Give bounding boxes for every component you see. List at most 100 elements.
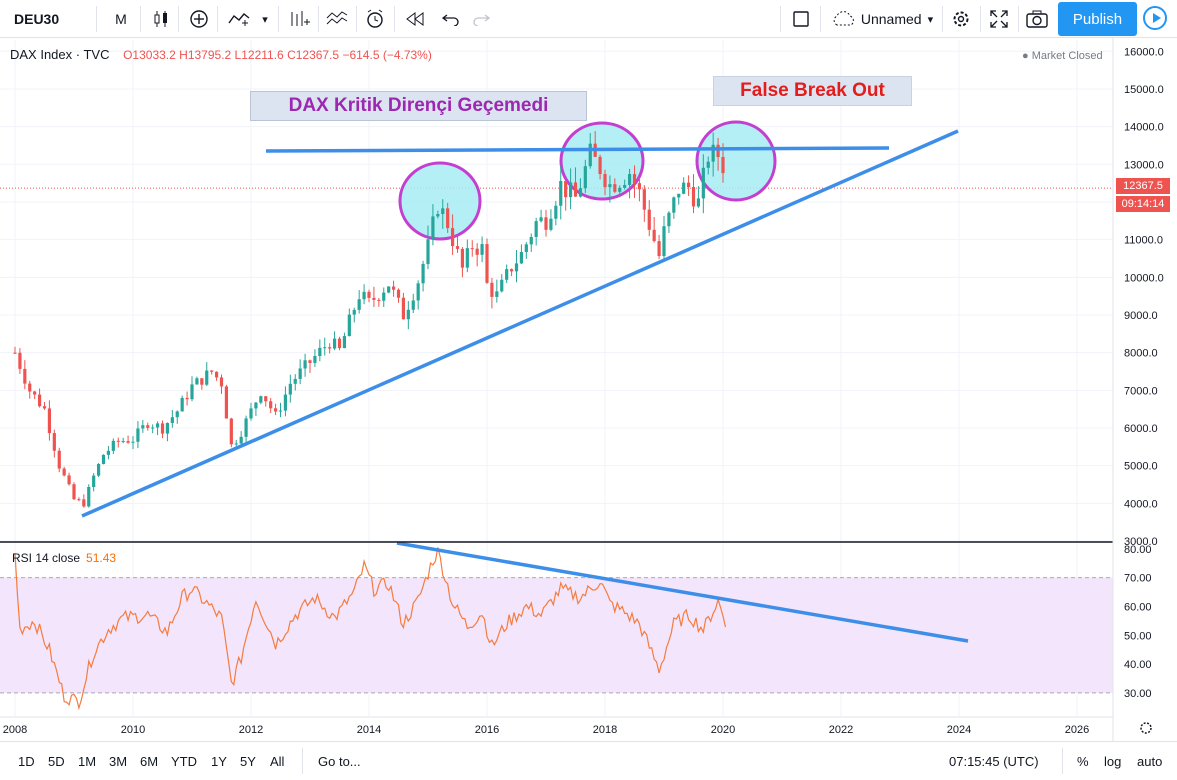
candle-body <box>588 143 592 167</box>
candle-body <box>244 418 248 437</box>
rsi-tick-label: 30.00 <box>1124 688 1152 700</box>
fullscreen-square-icon[interactable] <box>786 0 816 38</box>
candle-body <box>377 299 381 301</box>
layout-name: Unnamed <box>860 11 922 27</box>
price-tick-label: 7000.0 <box>1124 385 1158 397</box>
candle-body <box>323 347 327 349</box>
candles <box>13 131 725 508</box>
range-ytd[interactable]: YTD <box>171 753 197 769</box>
candle-body <box>254 402 258 409</box>
candle-body <box>627 174 632 185</box>
gear-icon[interactable] <box>946 0 976 38</box>
price-tick-label: 10000.0 <box>1124 272 1164 284</box>
candle-body <box>101 454 106 464</box>
ohlc-change: −614.5 (−4.73%) <box>342 48 432 62</box>
range-6m[interactable]: 6M <box>140 753 159 769</box>
candle-body <box>450 228 455 247</box>
candle-body <box>672 197 676 213</box>
range-all[interactable]: All <box>270 753 285 769</box>
utc-clock[interactable]: 07:15:45 (UTC) <box>949 753 1039 769</box>
candle-body <box>210 370 214 372</box>
redo-icon[interactable] <box>466 0 496 38</box>
highlight-circle <box>559 121 645 201</box>
series-name: DAX Index · TVC <box>10 47 110 62</box>
range-1y[interactable]: 1Y <box>211 753 227 769</box>
range-3m[interactable]: 3M <box>109 753 128 769</box>
fullscreen-icon[interactable] <box>984 0 1014 38</box>
range-1m[interactable]: 1M <box>78 753 97 769</box>
compare-icon[interactable] <box>284 0 314 38</box>
candle-body <box>465 248 469 268</box>
candle-body <box>185 397 189 400</box>
toolbar-divider <box>394 6 395 32</box>
price-tick-label: 11000.0 <box>1124 235 1163 247</box>
candle-body <box>77 499 81 501</box>
log-toggle[interactable]: log <box>1104 753 1122 769</box>
top-toolbar: DEU30 M ▾ Unnamed ▾ <box>0 0 1177 38</box>
candle-body <box>269 401 273 409</box>
range-5y[interactable]: 5Y <box>240 753 256 769</box>
candle-body <box>475 248 479 255</box>
toolbar-divider <box>318 6 319 32</box>
symbol-search-button[interactable]: DEU30 <box>14 11 60 27</box>
candle-body <box>82 499 86 507</box>
replay-icon[interactable] <box>400 0 430 38</box>
candle-body <box>229 418 233 445</box>
price-tick-label: 14000.0 <box>1124 122 1164 134</box>
rsi-legend[interactable]: RSI 14 close 51.43 <box>12 551 116 565</box>
candle-body <box>401 297 406 320</box>
support-trendline <box>81 129 959 518</box>
candle-body <box>47 408 52 434</box>
ohlc-high: H13795.2 <box>179 48 232 62</box>
toolbar-divider <box>178 6 179 32</box>
add-indicator-icon[interactable] <box>184 0 214 38</box>
rsi-downtrend-line <box>396 541 969 643</box>
axes: 3000.0 4000.0 5000.0 6000.0 7000.0 8000.0 9000… <box>0 38 1164 741</box>
toolbar-divider <box>780 6 781 32</box>
range-5d[interactable]: 5D <box>48 753 65 769</box>
candle-body <box>293 378 297 384</box>
price-tick-label: 6000.0 <box>1124 423 1158 435</box>
candle-body <box>151 427 155 429</box>
auto-toggle[interactable]: auto <box>1137 753 1163 769</box>
rsi-band-lines <box>0 577 1113 694</box>
candle-body <box>259 396 263 403</box>
price-tick-label: 15000.0 <box>1124 84 1164 96</box>
candle-body <box>436 214 440 217</box>
candle-body <box>362 291 366 300</box>
resistance-annotation[interactable]: DAX Kritik Dirençi Geçemedi <box>250 91 587 121</box>
candle-body <box>514 263 519 272</box>
breakout-annotation[interactable]: False Break Out <box>713 76 912 106</box>
chevron-down-icon[interactable]: ▾ <box>262 13 268 26</box>
candle-body <box>180 397 184 412</box>
interval-button[interactable]: M <box>115 11 127 27</box>
layout-name-button[interactable]: Unnamed ▾ <box>826 0 938 38</box>
candle-body <box>328 347 332 349</box>
play-icon[interactable] <box>1143 6 1167 30</box>
templates-icon[interactable] <box>322 0 352 38</box>
price-chart[interactable]: 3000.0 4000.0 5000.0 6000.0 7000.0 8000.0 9000… <box>0 38 1177 741</box>
candle-body <box>87 486 91 507</box>
candle-body <box>342 336 347 349</box>
candle-body <box>62 468 66 476</box>
candle-body <box>190 384 194 400</box>
undo-icon[interactable] <box>436 0 466 38</box>
camera-icon[interactable] <box>1022 0 1052 38</box>
indicators-icon[interactable] <box>224 0 254 38</box>
time-tick-label: 2010 <box>121 724 145 736</box>
range-1d[interactable]: 1D <box>18 753 35 769</box>
time-tick-label: 2026 <box>1065 724 1089 736</box>
candle-body <box>701 167 705 199</box>
candle-body <box>613 184 617 192</box>
goto-button[interactable]: Go to... <box>318 753 361 769</box>
time-tick-label: 2022 <box>829 724 853 736</box>
market-status: ● Market Closed <box>1022 50 1103 62</box>
candle-body <box>200 378 204 385</box>
percent-toggle[interactable]: % <box>1077 753 1089 769</box>
candle-body <box>480 244 484 255</box>
series-legend[interactable]: DAX Index · TVC O13033.2 H13795.2 L12211… <box>10 47 432 62</box>
rsi-label: RSI 14 close <box>12 551 81 565</box>
candles-icon[interactable] <box>146 0 176 38</box>
alert-icon[interactable] <box>360 0 390 38</box>
publish-button[interactable]: Publish <box>1058 2 1137 36</box>
